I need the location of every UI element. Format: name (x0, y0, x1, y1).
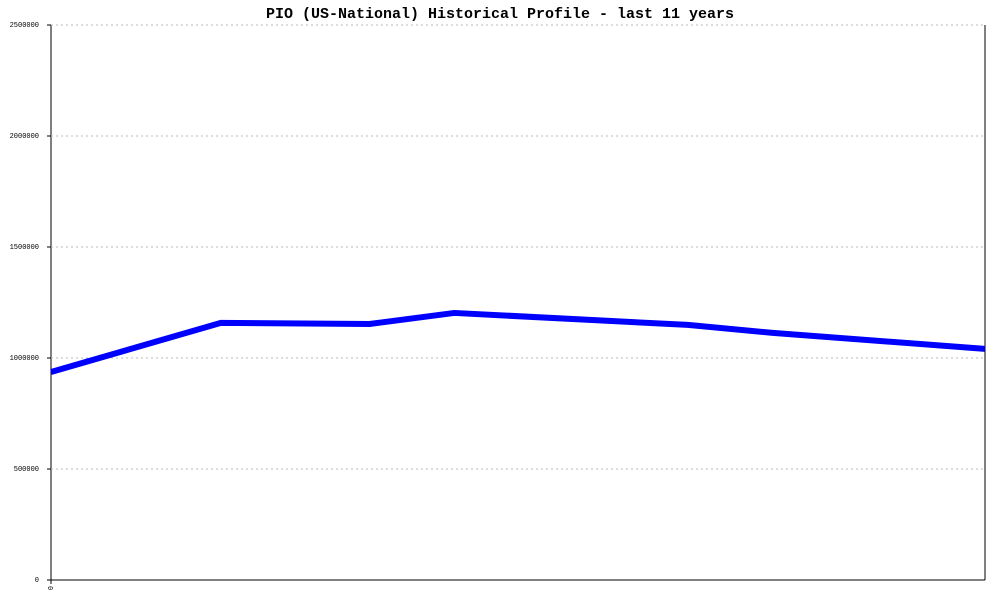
y-tick-label: 2500000 (10, 22, 39, 30)
y-tick-label: 1000000 (10, 355, 39, 363)
y-tick-label: 0 (35, 577, 39, 585)
y-tick-label: 1500000 (10, 244, 39, 252)
x-tick-label: 0 (48, 586, 56, 590)
chart-title: PIO (US-National) Historical Profile - l… (266, 6, 734, 23)
data-line (50, 309, 986, 375)
y-tick-label: 500000 (14, 466, 39, 474)
y-tick-label: 2000000 (10, 133, 39, 141)
